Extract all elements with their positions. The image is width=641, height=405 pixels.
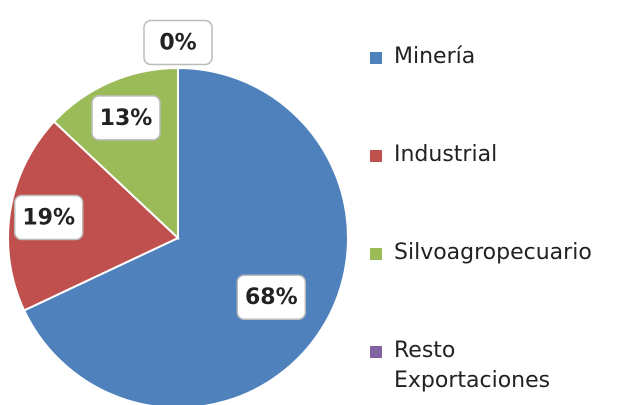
data-label-box	[13, 194, 84, 241]
legend-label: Resto Exportaciones	[394, 338, 551, 393]
data-label: 0%	[143, 19, 213, 66]
data-label-text: 0%	[159, 31, 196, 56]
data-label-box	[236, 274, 307, 320]
legend-label: Industrial	[394, 142, 498, 167]
legend-swatch	[370, 346, 382, 358]
legend-swatch	[370, 150, 382, 162]
legend-label: Minería	[394, 44, 476, 69]
legend-swatch	[370, 52, 382, 64]
legend-swatch	[370, 248, 382, 260]
data-label: 13%	[91, 95, 161, 141]
data-label-box	[143, 19, 213, 66]
legend-label: Silvoagropecuario	[394, 240, 592, 265]
data-label: 68%	[236, 274, 307, 320]
data-label-text: 13%	[100, 106, 153, 131]
data-label-text: 19%	[22, 206, 75, 231]
pie-slice	[22, 66, 349, 405]
data-label-text: 68%	[245, 285, 298, 310]
data-label-box	[91, 95, 161, 141]
pie-slice	[7, 120, 180, 312]
data-label: 19%	[13, 194, 84, 241]
